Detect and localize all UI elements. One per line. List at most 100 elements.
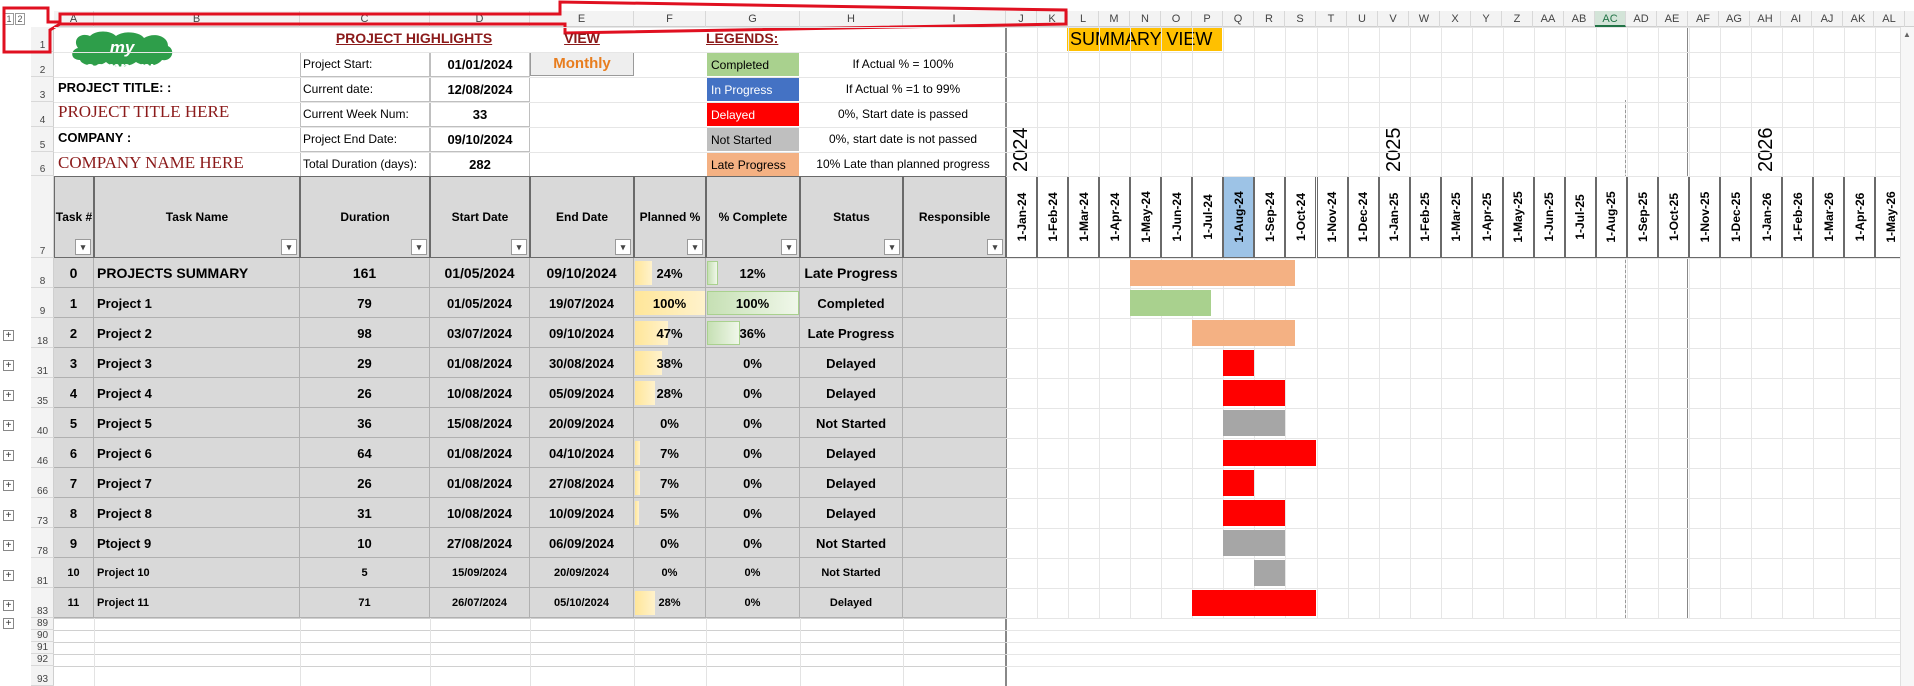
gantt-bar[interactable] <box>1223 500 1286 526</box>
column-header-z[interactable]: Z <box>1502 11 1533 27</box>
column-header-r[interactable]: R <box>1254 11 1285 27</box>
duration-cell[interactable]: 64 <box>300 438 430 468</box>
task-number-cell[interactable]: 5 <box>54 408 94 438</box>
column-header-n[interactable]: N <box>1130 11 1161 27</box>
planned-percent-cell[interactable]: 0% <box>634 558 706 588</box>
row-header-35[interactable]: 35 <box>31 378 54 408</box>
responsible-cell[interactable] <box>903 468 1006 498</box>
planned-percent-cell[interactable]: 28% <box>634 588 706 618</box>
table-row[interactable] <box>54 258 1006 288</box>
complete-percent-cell[interactable]: 0% <box>706 408 800 438</box>
duration-cell[interactable]: 98 <box>300 318 430 348</box>
duration-cell[interactable]: 31 <box>300 498 430 528</box>
filter-dropdown-icon[interactable]: ▾ <box>75 239 91 255</box>
expand-group-icon[interactable]: + <box>3 540 14 551</box>
status-cell[interactable]: Not Started <box>800 558 903 588</box>
column-header-x[interactable]: X <box>1440 11 1471 27</box>
highlight-value[interactable]: 09/10/2024 <box>430 127 530 152</box>
start-date-cell[interactable]: 10/08/2024 <box>430 378 530 408</box>
complete-percent-cell[interactable]: 12% <box>706 258 800 288</box>
gantt-bar[interactable] <box>1223 350 1255 376</box>
row-header-66[interactable]: 66 <box>31 468 54 498</box>
scroll-up-icon[interactable]: ▲ <box>1903 30 1911 39</box>
start-date-cell[interactable]: 27/08/2024 <box>430 528 530 558</box>
end-date-cell[interactable]: 06/09/2024 <box>530 528 634 558</box>
row-header-7[interactable]: 7 <box>31 176 54 258</box>
task-name-cell[interactable]: Project 1 <box>94 288 300 318</box>
row-header-3[interactable]: 3 <box>31 77 54 102</box>
end-date-cell[interactable]: 10/09/2024 <box>530 498 634 528</box>
task-name-cell[interactable]: Ptoject 9 <box>94 528 300 558</box>
duration-cell[interactable]: 29 <box>300 348 430 378</box>
end-date-cell[interactable]: 30/08/2024 <box>530 348 634 378</box>
complete-percent-cell[interactable]: 0% <box>706 498 800 528</box>
start-date-cell[interactable]: 01/08/2024 <box>430 348 530 378</box>
row-header-92[interactable]: 92 <box>31 654 54 666</box>
filter-dropdown-icon[interactable]: ▾ <box>281 239 297 255</box>
column-header-t[interactable]: T <box>1316 11 1347 27</box>
task-name-cell[interactable]: Project 11 <box>94 588 300 618</box>
column-header-c[interactable]: C <box>300 11 430 27</box>
end-date-cell[interactable]: 04/10/2024 <box>530 438 634 468</box>
duration-cell[interactable]: 5 <box>300 558 430 588</box>
row-header-2[interactable]: 2 <box>31 52 54 77</box>
gantt-bar[interactable] <box>1223 530 1286 556</box>
planned-percent-cell[interactable]: 28% <box>634 378 706 408</box>
column-header-p[interactable]: P <box>1192 11 1223 27</box>
table-row[interactable] <box>54 318 1006 348</box>
row-header-81[interactable]: 81 <box>31 558 54 588</box>
task-number-cell[interactable]: 10 <box>54 558 94 588</box>
expand-group-icon[interactable]: + <box>3 510 14 521</box>
highlight-value[interactable]: 33 <box>430 102 530 127</box>
table-row[interactable] <box>54 348 1006 378</box>
complete-percent-cell[interactable]: 0% <box>706 438 800 468</box>
table-row[interactable] <box>54 588 1006 618</box>
duration-cell[interactable]: 71 <box>300 588 430 618</box>
planned-percent-cell[interactable]: 0% <box>634 528 706 558</box>
responsible-cell[interactable] <box>903 378 1006 408</box>
table-row[interactable] <box>54 468 1006 498</box>
start-date-cell[interactable]: 01/08/2024 <box>430 468 530 498</box>
column-header-ae[interactable]: AE <box>1657 11 1688 27</box>
row-header-91[interactable]: 91 <box>31 642 54 654</box>
column-header-al[interactable]: AL <box>1874 11 1905 27</box>
column-header-ad[interactable]: AD <box>1626 11 1657 27</box>
table-row[interactable] <box>54 288 1006 318</box>
row-header-18[interactable]: 18 <box>31 318 54 348</box>
status-cell[interactable]: Delayed <box>800 498 903 528</box>
planned-percent-cell[interactable]: 24% <box>634 258 706 288</box>
responsible-cell[interactable] <box>903 258 1006 288</box>
gantt-bar[interactable] <box>1223 410 1286 436</box>
start-date-cell[interactable]: 03/07/2024 <box>430 318 530 348</box>
task-name-cell[interactable]: Project 5 <box>94 408 300 438</box>
task-name-cell[interactable]: Project 6 <box>94 438 300 468</box>
expand-group-icon[interactable]: + <box>3 360 14 371</box>
column-header-ai[interactable]: AI <box>1781 11 1812 27</box>
highlight-value[interactable]: 01/01/2024 <box>430 52 530 77</box>
row-header-5[interactable]: 5 <box>31 127 54 152</box>
highlight-value[interactable]: 12/08/2024 <box>430 77 530 102</box>
task-name-cell[interactable]: Project 4 <box>94 378 300 408</box>
row-header-8[interactable]: 8 <box>31 258 54 288</box>
vertical-scrollbar[interactable] <box>1900 27 1914 686</box>
responsible-cell[interactable] <box>903 288 1006 318</box>
responsible-cell[interactable] <box>903 498 1006 528</box>
table-row[interactable] <box>54 528 1006 558</box>
planned-percent-cell[interactable]: 100% <box>634 288 706 318</box>
row-header-83[interactable]: 83 <box>31 588 54 618</box>
column-header-d[interactable]: D <box>430 11 530 27</box>
expand-group-icon[interactable]: + <box>3 618 14 629</box>
column-header-v[interactable]: V <box>1378 11 1409 27</box>
outline-level-2-button[interactable]: 2 <box>15 13 25 25</box>
column-header-aj[interactable]: AJ <box>1812 11 1843 27</box>
expand-group-icon[interactable]: + <box>3 330 14 341</box>
task-name-cell[interactable]: Project 2 <box>94 318 300 348</box>
planned-percent-cell[interactable]: 0% <box>634 408 706 438</box>
gantt-bar[interactable] <box>1192 590 1317 616</box>
column-header-b[interactable]: B <box>94 11 300 27</box>
column-header-h[interactable]: H <box>800 11 903 27</box>
planned-percent-cell[interactable]: 5% <box>634 498 706 528</box>
row-header-40[interactable]: 40 <box>31 408 54 438</box>
expand-group-icon[interactable]: + <box>3 600 14 611</box>
gantt-bar[interactable] <box>1223 470 1255 496</box>
